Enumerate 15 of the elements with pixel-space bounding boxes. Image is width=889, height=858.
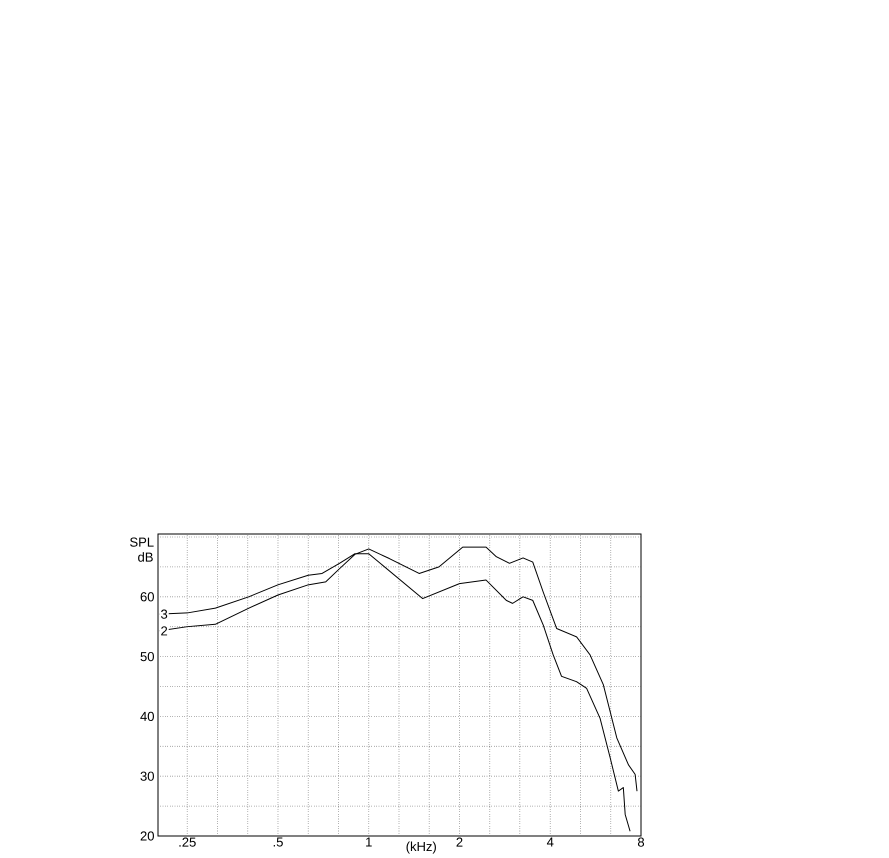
x-tick-label: 8	[638, 838, 644, 847]
x-axis-title: (kHz)	[406, 842, 436, 854]
x-tick-label: 2	[456, 838, 462, 847]
y-axis-title: SPL dB	[130, 538, 154, 562]
y-tick-label: 20	[140, 831, 154, 841]
y-tick-label: 60	[140, 592, 154, 602]
x-tick-label: .25	[179, 838, 196, 847]
y-tick-label: 30	[140, 772, 154, 781]
x-tick-label: 1	[366, 838, 372, 846]
series-label: 3	[161, 610, 168, 619]
x-tick-label: .5	[274, 838, 283, 847]
series-label: 2	[161, 626, 168, 636]
y-tick-label: 50	[140, 652, 154, 662]
x-tick-label: 4	[546, 838, 554, 846]
y-tick-label: 40	[140, 712, 154, 721]
